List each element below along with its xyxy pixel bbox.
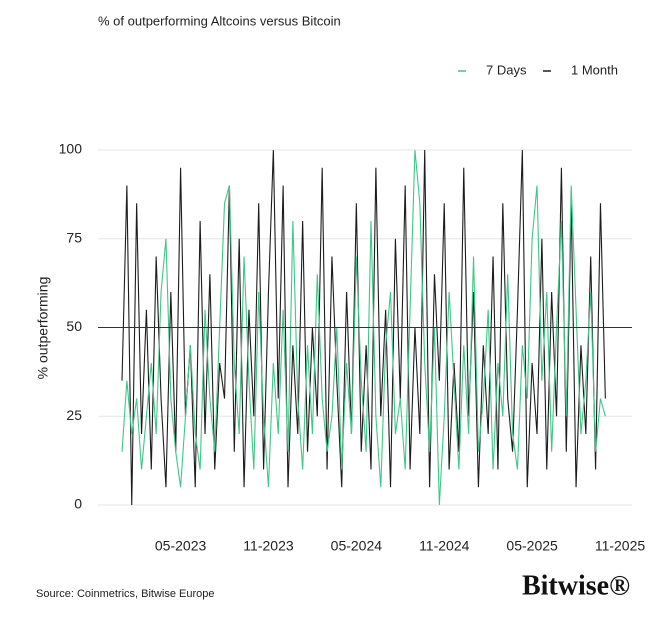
x-tick-label: 11-2024 (419, 538, 470, 554)
x-tick-label: 05-2025 (506, 538, 558, 554)
brand-logo: Bitwise® (522, 570, 630, 601)
chart-title: % of outperforming Altcoins versus Bitco… (98, 13, 341, 28)
y-axis-label: % outperforming (35, 277, 51, 380)
series-line (121, 149, 606, 506)
y-tick-label: 50 (66, 318, 82, 334)
y-tick-label: 75 (66, 229, 82, 245)
legend-label: 1 Month (571, 62, 618, 77)
legend-label: 7 Days (486, 62, 527, 77)
x-tick-label: 05-2023 (155, 538, 207, 554)
source: Source: Coinmetrics, Bitwise Europe (36, 588, 215, 600)
x-tick-label: 11-2025 (595, 538, 646, 554)
y-tick-label: 100 (59, 141, 83, 157)
y-tick-label: 25 (66, 407, 82, 423)
x-tick-label: 11-2023 (243, 538, 294, 554)
x-tick-label: 05-2024 (331, 538, 383, 554)
y-tick-label: 0 (74, 496, 82, 512)
